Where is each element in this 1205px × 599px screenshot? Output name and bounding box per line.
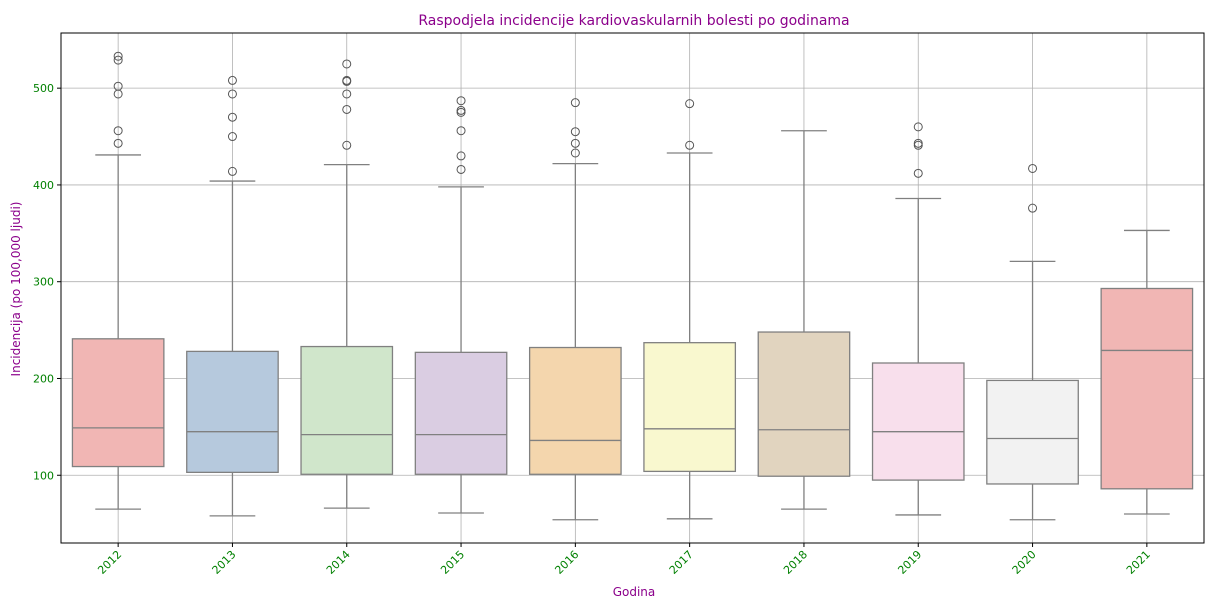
box-iqr (528, 346, 622, 475)
outlier-point (570, 148, 580, 158)
x-tick-label: 2021 (1124, 548, 1153, 577)
box-iqr (986, 379, 1079, 485)
outlier-point (342, 140, 352, 150)
outlier-point (342, 59, 352, 69)
outlier-point (113, 81, 123, 91)
box-2013 (186, 75, 279, 517)
x-tick-label: 2013 (210, 548, 239, 577)
box-iqr (414, 351, 508, 475)
box-2020 (986, 163, 1079, 521)
outlier-point (456, 164, 466, 174)
y-ticks: 100 200 300 400 500 (33, 82, 61, 482)
outlier-point (913, 138, 923, 148)
outlier-point (456, 151, 466, 161)
outlier-point (570, 127, 580, 137)
outlier-point (1028, 203, 1038, 213)
outlier-point (113, 138, 123, 148)
outlier-point (685, 140, 695, 150)
outlier-point (685, 99, 695, 109)
box-iqr (757, 331, 851, 477)
x-tick-label: 2016 (552, 548, 581, 577)
box-2018 (757, 130, 851, 510)
box-iqr (71, 338, 165, 468)
box-2012 (71, 51, 165, 510)
box-iqr (300, 345, 394, 475)
outlier-point (227, 89, 237, 99)
x-axis-label: Godina (613, 585, 656, 599)
box-2015 (414, 96, 508, 514)
outlier-point (342, 89, 352, 99)
outlier-point (1028, 163, 1038, 173)
x-tick-label: 2014 (324, 548, 353, 577)
x-tick-label: 2017 (667, 548, 696, 577)
box-iqr (643, 342, 737, 473)
outlier-point (570, 138, 580, 148)
plot-frame (60, 32, 1205, 544)
chart-title: Raspodjela incidencije kardiovaskularnih… (418, 13, 849, 29)
outlier-point (227, 112, 237, 122)
outlier-point (227, 75, 237, 85)
outlier-point (113, 51, 123, 61)
outlier-point (456, 105, 466, 115)
box-2021 (1100, 229, 1194, 515)
outlier-point (570, 98, 580, 108)
x-tick-label: 2018 (781, 548, 810, 577)
outlier-point (227, 166, 237, 176)
x-ticks: 2012 2013 2014 2015 2016 2017 2018 2019 2020 2021 (95, 543, 1153, 577)
outlier-point (456, 126, 466, 136)
box-2019 (871, 122, 965, 516)
y-axis-label: Incidencija (po 100,000 ljudi) (9, 202, 23, 377)
x-tick-label: 2015 (438, 548, 467, 577)
y-tick-label: 200 (33, 372, 54, 385)
box-iqr (1100, 287, 1194, 490)
outlier-point (113, 55, 123, 65)
y-tick-label: 300 (33, 276, 54, 289)
outlier-point (342, 104, 352, 114)
outlier-point (913, 122, 923, 132)
outlier-point (113, 126, 123, 136)
outlier-point (456, 96, 466, 106)
box-2014 (300, 59, 394, 509)
box-iqr (871, 362, 965, 481)
x-tick-label: 2020 (1010, 548, 1039, 577)
x-tick-label: 2019 (895, 548, 924, 577)
y-tick-label: 100 (33, 469, 54, 482)
boxes (71, 51, 1194, 521)
box-iqr (186, 350, 279, 474)
y-tick-label: 400 (33, 179, 54, 192)
outlier-point (913, 168, 923, 178)
x-tick-label: 2012 (95, 548, 124, 577)
box-2016 (528, 98, 622, 521)
box-2017 (643, 99, 737, 520)
outlier-point (227, 132, 237, 142)
outlier-point (342, 75, 352, 85)
y-tick-label: 500 (33, 82, 54, 95)
